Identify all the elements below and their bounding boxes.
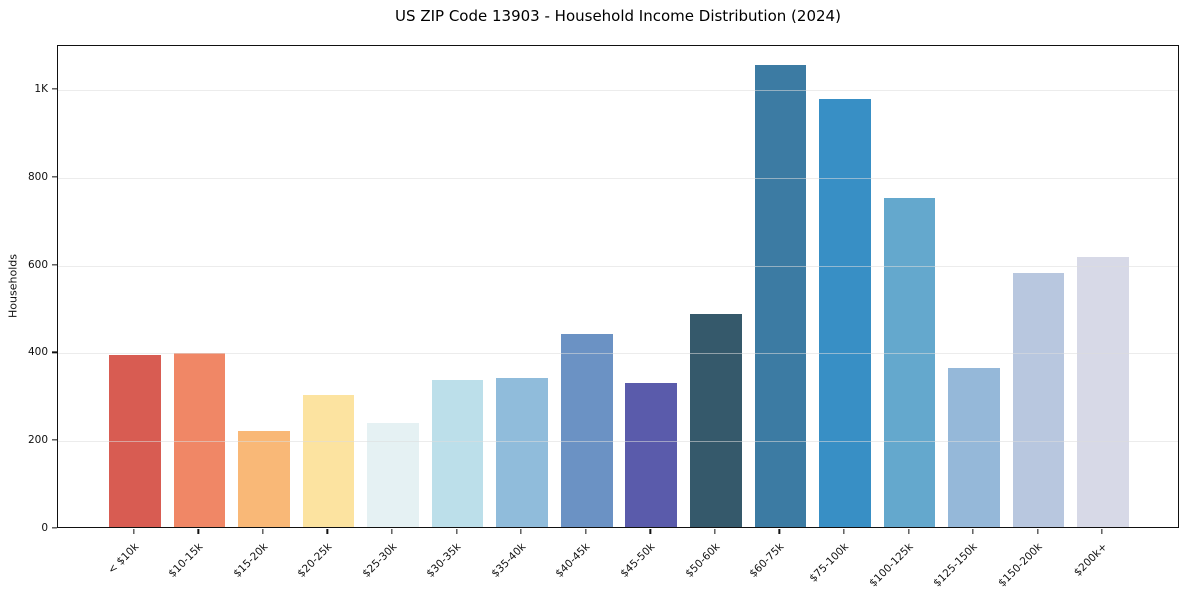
bar — [367, 423, 419, 527]
x-tick-label: $20-25k — [295, 540, 335, 580]
x-tick-label: $40-45k — [553, 540, 593, 580]
y-tick-label: 800 — [27, 170, 48, 183]
bar — [625, 382, 678, 527]
y-tick-mark — [52, 263, 57, 266]
y-tick-mark — [52, 527, 57, 529]
bar — [948, 368, 1000, 527]
x-tick-mark — [972, 529, 974, 534]
x-tick-mark — [843, 529, 845, 534]
x-tick-mark — [907, 529, 910, 534]
x-tick-label: $45-50k — [618, 540, 658, 580]
x-tick-label: $75-100k — [807, 540, 852, 585]
x-tick-mark — [585, 529, 587, 534]
bar — [883, 198, 936, 527]
x-tick-label: $150-200k — [996, 540, 1045, 590]
gridline — [58, 353, 1178, 355]
bar — [1012, 273, 1065, 527]
x-tick-mark — [1036, 529, 1039, 534]
x-tick-mark — [714, 529, 716, 534]
gridline — [58, 265, 1178, 267]
bar — [431, 379, 484, 527]
y-tick-label: 600 — [27, 258, 48, 271]
bar — [496, 378, 548, 527]
x-tick-label: $60-75k — [747, 540, 787, 580]
bar — [109, 354, 161, 527]
x-tick-label: $35-40k — [489, 540, 529, 580]
x-tick-mark — [520, 529, 522, 534]
y-tick-mark — [52, 88, 57, 90]
y-tick-mark — [52, 176, 57, 178]
x-tick-mark — [455, 529, 458, 534]
bar — [302, 394, 355, 527]
x-tick-label: $200k+ — [1071, 540, 1110, 579]
x-tick-mark — [133, 529, 135, 534]
x-tick-mark — [197, 529, 200, 534]
x-tick-label: $25-30k — [360, 540, 400, 580]
x-tick-mark — [262, 529, 264, 534]
bar — [690, 313, 742, 527]
x-tick-label: $50-60k — [682, 540, 722, 580]
bar — [754, 65, 807, 527]
x-tick-mark — [391, 529, 393, 534]
y-tick-label: 1K — [34, 82, 48, 95]
gridline — [58, 177, 1178, 179]
x-tick-label: $100-125k — [867, 540, 916, 590]
x-tick-mark — [778, 529, 781, 534]
gridline — [58, 89, 1178, 91]
x-tick-label: $30-35k — [424, 540, 464, 580]
x-tick-mark — [649, 529, 651, 534]
bar — [819, 98, 871, 527]
y-tick-label: 200 — [27, 433, 48, 446]
plot-area — [57, 45, 1179, 528]
x-tick-label: < $10k — [105, 540, 141, 577]
x-tick-mark — [326, 529, 329, 534]
x-tick-label: $15-20k — [230, 540, 270, 580]
y-tick-mark — [52, 351, 57, 354]
y-tick-mark — [52, 439, 57, 441]
x-tick-label: $10-15k — [166, 540, 206, 580]
x-tick-mark — [1101, 529, 1103, 534]
bar — [173, 352, 226, 527]
gridline — [58, 441, 1178, 443]
bar — [238, 430, 290, 527]
y-tick-label: 400 — [27, 346, 48, 359]
x-tick-label: $125-150k — [931, 540, 981, 590]
y-tick-label: 0 — [41, 521, 48, 534]
bar — [1077, 256, 1129, 527]
bar — [560, 333, 613, 527]
chart-title: US ZIP Code 13903 - Household Income Dis… — [395, 7, 841, 25]
